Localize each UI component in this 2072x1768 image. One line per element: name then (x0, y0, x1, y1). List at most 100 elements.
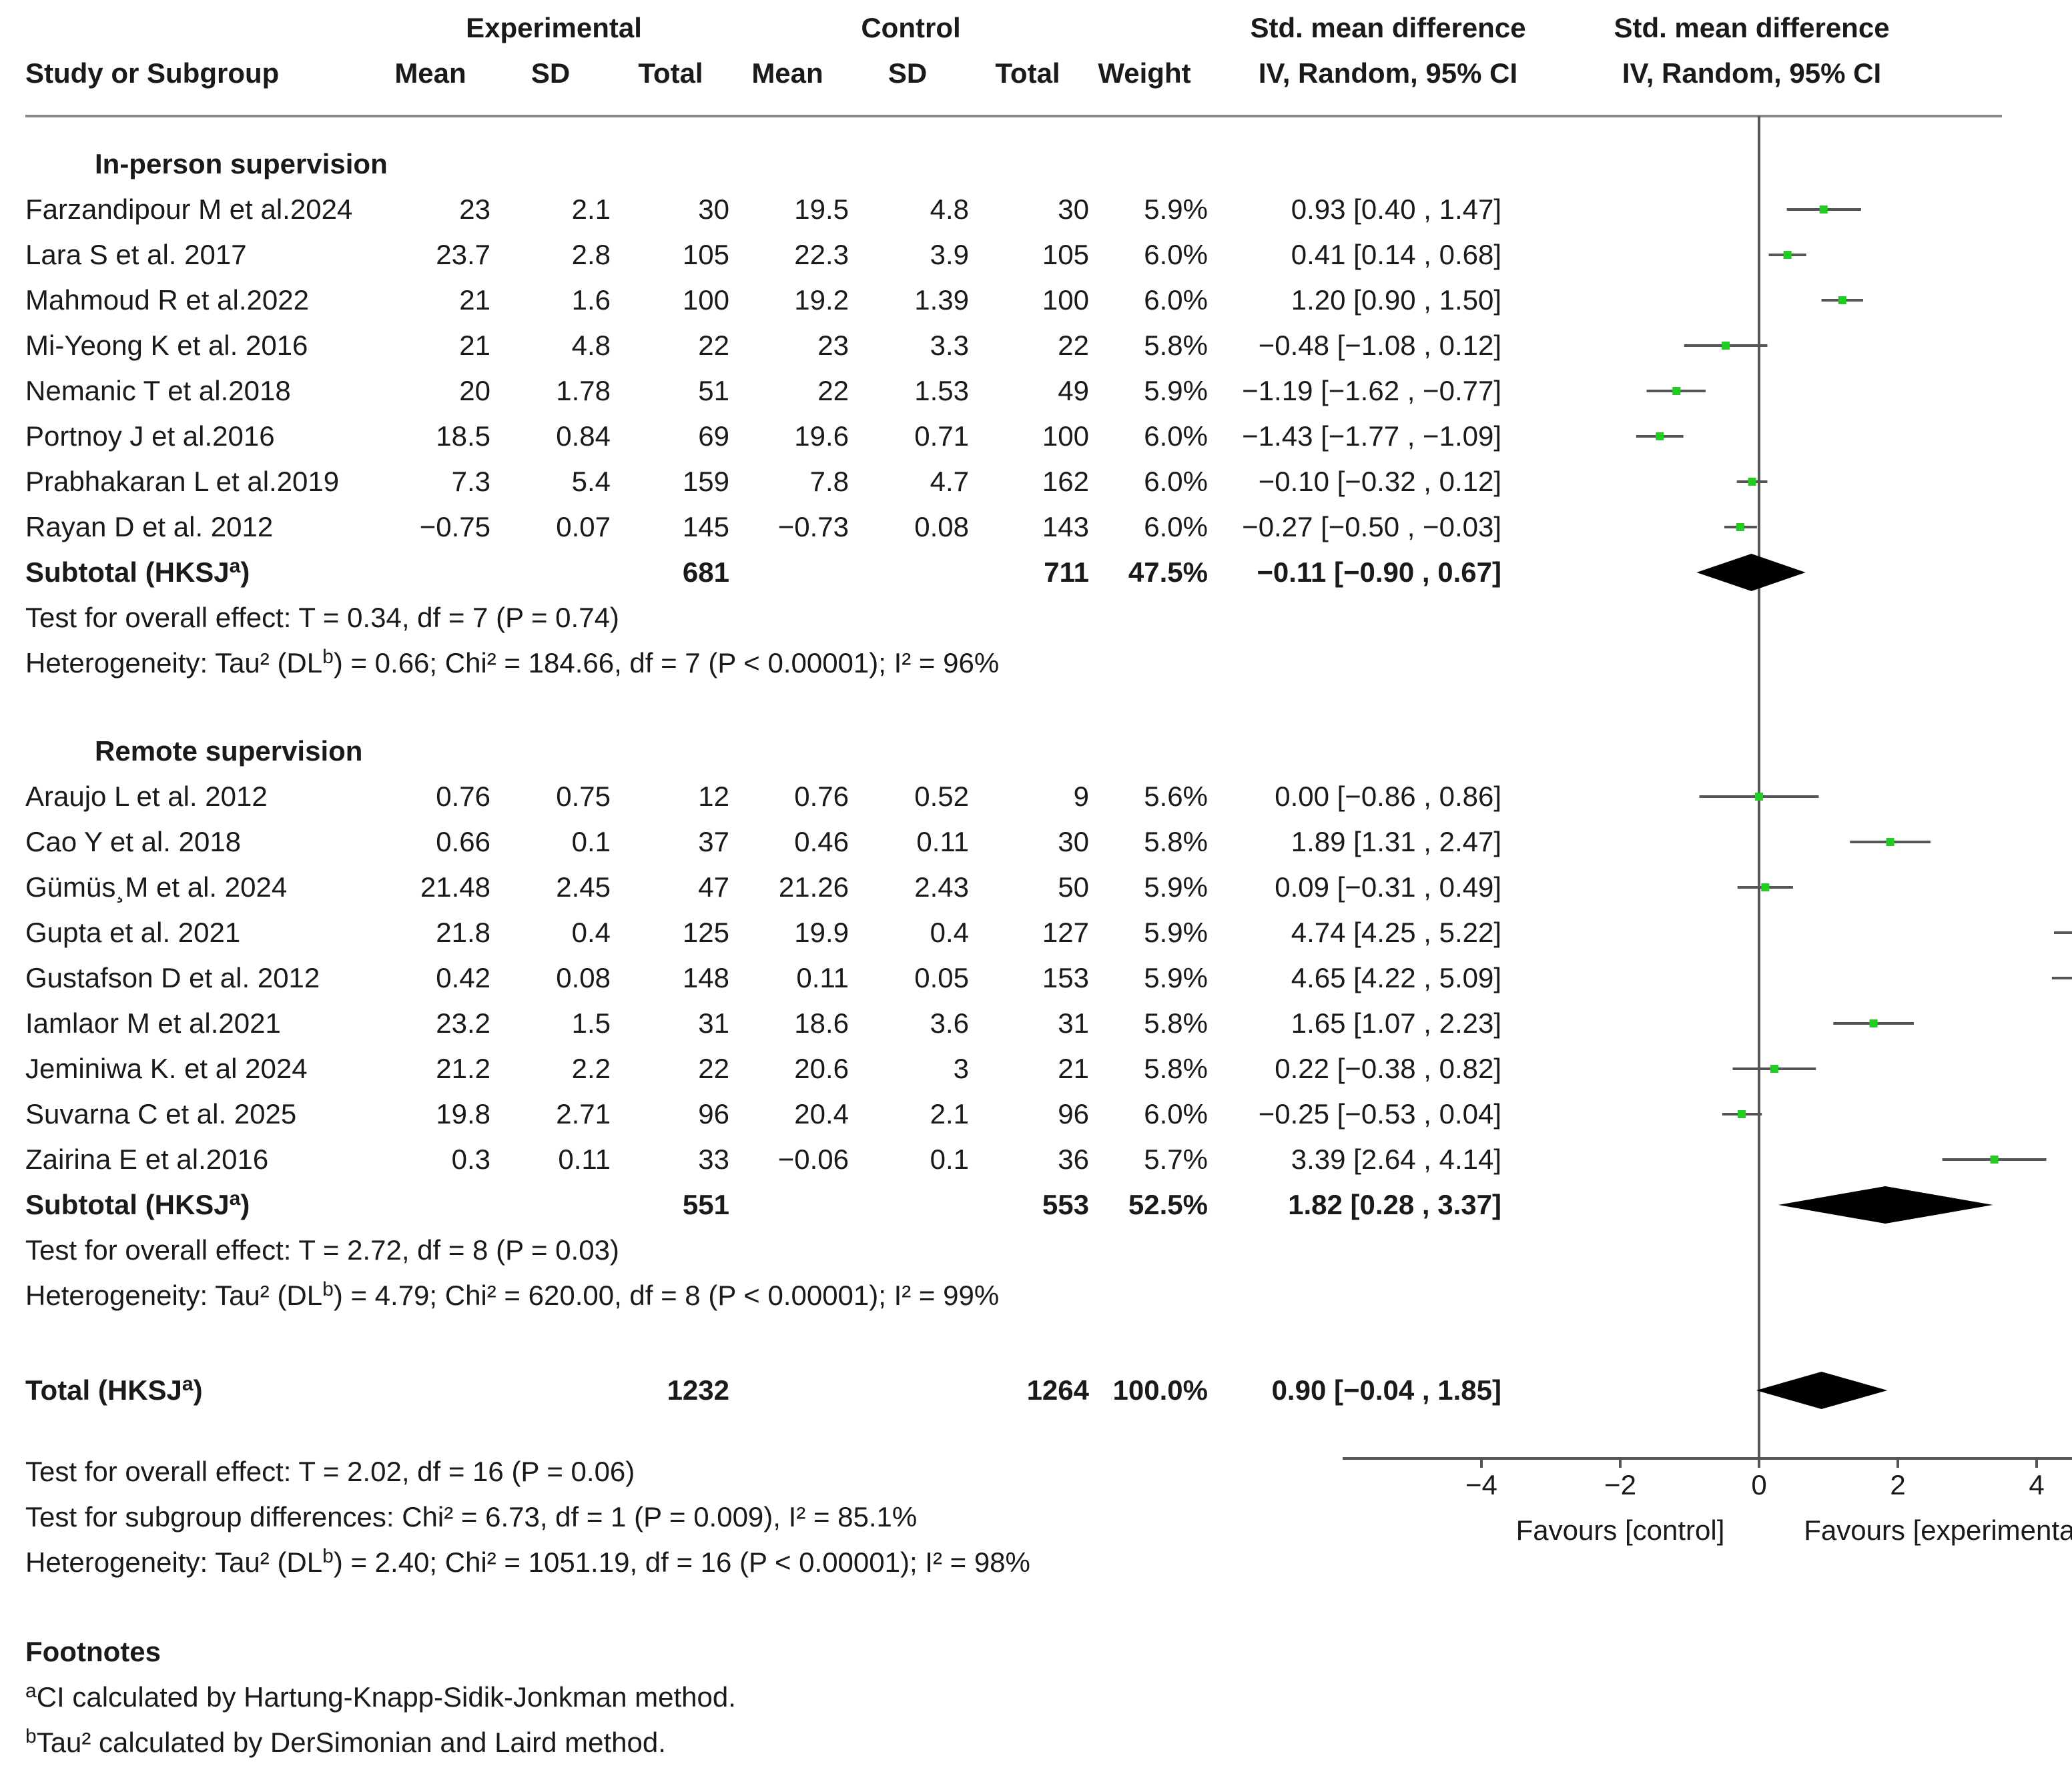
subgroup-heading: Remote supervision (95, 735, 363, 767)
exp-mean-value: 19.8 (436, 1098, 490, 1130)
subtotal-ci: 1.82 [0.28 , 3.37] (1288, 1189, 1501, 1220)
overall-effect-test: Test for overall effect: T = 2.72, df = … (25, 1234, 619, 1266)
ci-value: −0.25 [−0.53 , 0.04] (1258, 1098, 1501, 1130)
total-heterogeneity-pre: Heterogeneity: Tau² (DL (25, 1546, 323, 1578)
ci-value: 0.22 [−0.38 , 0.82] (1275, 1053, 1501, 1084)
subtotal-weight: 47.5% (1128, 556, 1208, 588)
total-label-close: ) (193, 1374, 203, 1406)
study-point (1736, 523, 1744, 531)
ctl-sd-value: 3 (953, 1053, 969, 1084)
study-name: Zairina E et al.2016 (25, 1144, 269, 1175)
exp-total-value: 125 (682, 917, 729, 948)
exp-total-header: Total (638, 57, 703, 89)
ctl-mean-value: 22.3 (794, 239, 849, 270)
ctl-mean-value: 19.2 (794, 284, 849, 316)
subtotal-label-sup: a (229, 1188, 241, 1210)
heterogeneity-pre: Heterogeneity: Tau² (DL (25, 647, 323, 679)
weight-value: 5.8% (1144, 826, 1208, 857)
ctl-mean-value: 23 (817, 330, 849, 361)
subtotal-label-close: ) (240, 1189, 250, 1220)
exp-total-value: 145 (682, 511, 729, 542)
study-point (1770, 1065, 1778, 1073)
footnote-b: bTau² calculated by DerSimonian and Lair… (25, 1725, 666, 1760)
subtotal-label: Subtotal (HKSJa) (25, 1188, 250, 1222)
ctl-mean-value: 0.46 (794, 826, 849, 857)
ctl-sd-value: 1.53 (914, 375, 969, 406)
subtotal-exp-total: 551 (682, 1189, 729, 1220)
study-point (1755, 793, 1763, 801)
ci-value: −1.19 [−1.62 , −0.77] (1242, 375, 1501, 406)
study-point (1738, 1110, 1746, 1118)
exp-sd-value: 5.4 (571, 466, 611, 497)
ci-value: 4.74 [4.25 , 5.22] (1291, 917, 1501, 948)
exp-sd-value: 2.1 (571, 193, 611, 225)
exp-sd-value: 2.8 (571, 239, 611, 270)
ctl-sd-value: 0.05 (914, 962, 969, 993)
ctl-sd-value: 0.11 (916, 826, 969, 857)
ctl-mean-value: 19.5 (794, 193, 849, 225)
plot-method-header: IV, Random, 95% CI (1622, 57, 1882, 89)
subtotal-label-sup: a (229, 555, 241, 577)
study-point (1656, 432, 1664, 440)
exp-sd-value: 1.6 (571, 284, 611, 316)
exp-sd-header: SD (531, 57, 571, 89)
summary-diamond (1696, 554, 1806, 591)
ctl-sd-value: 0.08 (914, 511, 969, 542)
exp-sd-value: 0.07 (556, 511, 611, 542)
weight-value: 6.0% (1144, 1098, 1208, 1130)
exp-sd-value: 0.1 (571, 826, 611, 857)
footnote-a-text: CI calculated by Hartung-Knapp-Sidik-Jon… (36, 1681, 736, 1713)
subtotal-label: Subtotal (HKSJa) (25, 555, 250, 590)
study-name: Mi-Yeong K et al. 2016 (25, 330, 308, 361)
smd-plot-header: Std. mean difference (1614, 12, 1890, 43)
subtotal-ctl-total: 711 (1044, 556, 1089, 588)
exp-mean-value: 23.7 (436, 239, 490, 270)
x-tick-label: −2 (1604, 1469, 1636, 1500)
exp-mean-value: 20 (459, 375, 490, 406)
ctl-total-value: 96 (1058, 1098, 1089, 1130)
ctl-mean-value: 0.11 (796, 962, 849, 993)
ctl-total-value: 49 (1058, 375, 1089, 406)
total-heterogeneity-post: ) = 2.40; Chi² = 1051.19, df = 16 (P < 0… (333, 1546, 1030, 1578)
study-name: Rayan D et al. 2012 (25, 511, 274, 542)
subgroup-heading: In-person supervision (95, 148, 388, 179)
study-point (1722, 342, 1730, 350)
total-ctl-total: 1264 (1026, 1374, 1089, 1406)
ctl-total-value: 100 (1042, 420, 1089, 452)
ctl-sd-value: 2.1 (930, 1098, 969, 1130)
study-name: Gümüs¸M et al. 2024 (25, 871, 288, 903)
ctl-total-header: Total (995, 57, 1060, 89)
ci-value: −0.27 [−0.50 , −0.03] (1242, 511, 1501, 542)
ctl-mean-value: 19.9 (794, 917, 849, 948)
ci-value: 0.93 [0.40 , 1.47] (1291, 193, 1501, 225)
heterogeneity-text: Heterogeneity: Tau² (DLb) = 4.79; Chi² =… (25, 1278, 999, 1313)
weight-value: 5.9% (1144, 871, 1208, 903)
exp-total-value: 105 (682, 239, 729, 270)
ctl-total-value: 30 (1058, 826, 1089, 857)
ctl-sd-value: 0.4 (930, 917, 969, 948)
study-name: Araujo L et al. 2012 (25, 781, 268, 812)
ci-value: −0.10 [−0.32 , 0.12] (1258, 466, 1501, 497)
exp-mean-value: 18.5 (436, 420, 490, 452)
exp-total-value: 30 (698, 193, 729, 225)
ctl-mean-value: 19.6 (794, 420, 849, 452)
ctl-mean-value: −0.73 (777, 511, 849, 542)
subtotal-label-close: ) (240, 556, 250, 588)
ctl-total-value: 9 (1073, 781, 1089, 812)
ctl-total-value: 153 (1042, 962, 1089, 993)
exp-sd-value: 0.4 (571, 917, 611, 948)
study-point (1886, 838, 1894, 846)
study-name: Suvarna C et al. 2025 (25, 1098, 297, 1130)
exp-mean-value: 0.42 (436, 962, 490, 993)
weight-value: 5.7% (1144, 1144, 1208, 1175)
exp-sd-value: 0.75 (556, 781, 611, 812)
exp-mean-value: 7.3 (451, 466, 490, 497)
exp-sd-value: 0.08 (556, 962, 611, 993)
ctl-mean-value: 18.6 (794, 1007, 849, 1039)
x-tick-label: 0 (1751, 1469, 1766, 1500)
ctl-mean-value: 20.6 (794, 1053, 849, 1084)
ci-value: 0.09 [−0.31 , 0.49] (1275, 871, 1501, 903)
ctl-total-value: 21 (1058, 1053, 1089, 1084)
exp-total-value: 22 (698, 1053, 729, 1084)
